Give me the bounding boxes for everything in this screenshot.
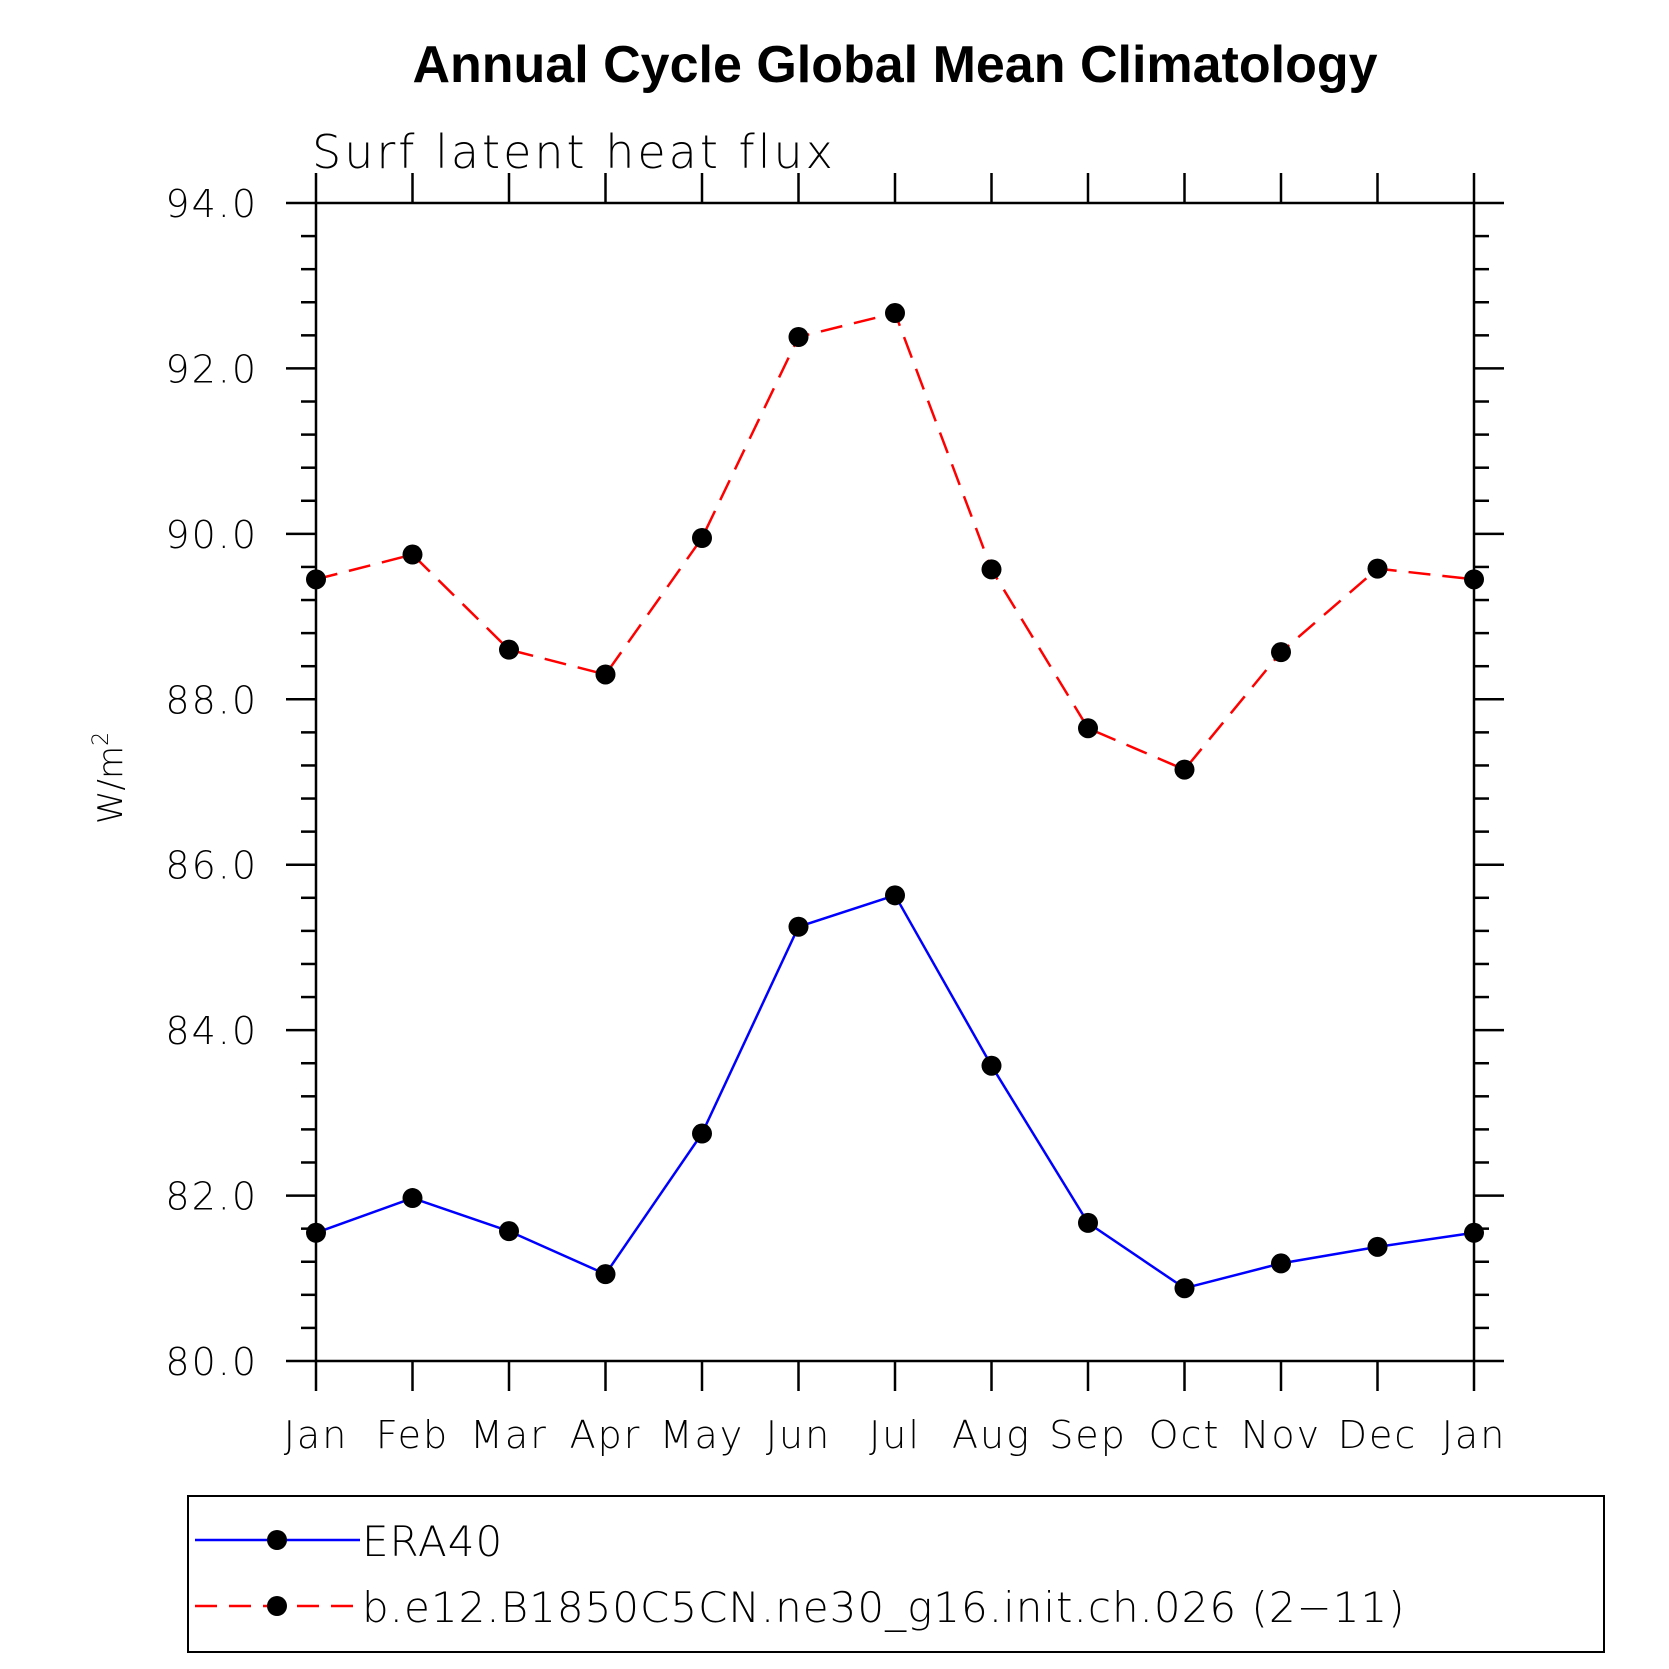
y-tick-label: 84.0 [165,1009,258,1053]
x-tick-label: Dec [1338,1413,1418,1457]
data-point [1271,642,1291,663]
data-point [402,1188,423,1209]
data-point [788,326,809,347]
x-tick-label: Aug [952,1413,1031,1457]
data-point [595,664,616,685]
axis-ticks [286,173,1504,1391]
data-point [402,544,423,565]
legend-label-model: b.e12.B1850C5CN.ne30_g16.init.ch.026 (2−… [362,1583,1406,1632]
plot-frame [314,201,1476,1363]
x-tick-label: Jan [1442,1413,1507,1457]
y-axis-label: W/m2 [89,732,131,824]
data-point [1367,1236,1388,1257]
data-point [692,527,712,548]
y-tick-label: 86.0 [165,844,258,888]
y-tick-label: 80.0 [165,1340,258,1384]
data-point [981,1055,1002,1076]
x-tick-label: Apr [570,1413,642,1457]
y-tick-label: 88.0 [165,678,258,722]
data-point [885,303,905,324]
x-tick-label: Jul [869,1413,921,1457]
y-tick-label: 90.0 [165,513,258,557]
data-point [1174,1278,1195,1299]
y-tick-labels: 80.0 82.0 84.0 86.0 88.0 90.0 92.0 94.0 [165,182,258,1384]
data-point [1078,1212,1098,1233]
x-tick-label: Feb [376,1413,449,1457]
data-point [788,916,809,937]
y-tick-label: 94.0 [165,182,258,226]
x-tick-label: Sep [1049,1413,1127,1457]
y-tick-label: 82.0 [165,1175,258,1219]
chart-title: Annual Cycle Global Mean Climatology [412,36,1377,94]
x-tick-label: Jun [766,1413,831,1457]
data-point [981,559,1002,580]
series-line-1 [315,311,1475,772]
x-tick-labels: Jan Feb Mar Apr May Jun Jul Aug Sep Oct Nov Dec Jan [284,1413,1507,1457]
series-layer [306,303,1484,1299]
y-axis-label-unit: W/m [91,746,131,824]
x-tick-label: Oct [1149,1413,1221,1457]
legend-marker-model [267,1596,287,1616]
data-point [1271,1253,1291,1274]
data-point [499,639,519,660]
legend-label-era40: ERA40 [362,1517,503,1566]
data-point [1367,558,1388,579]
data-point [595,1264,616,1285]
x-tick-label: May [660,1413,745,1457]
legend: ERA40 b.e12.B1850C5CN.ne30_g16.init.ch.0… [187,1495,1605,1653]
x-tick-label: Nov [1241,1413,1321,1457]
legend-box [187,1495,1605,1653]
x-tick-label: Jan [284,1413,349,1457]
series-line-0 [315,893,1475,1290]
data-point [885,885,905,906]
y-tick-label: 92.0 [165,347,258,391]
x-tick-label: Mar [470,1413,548,1457]
data-point [1174,759,1195,780]
data-point [1078,718,1098,739]
data-point [692,1123,712,1144]
data-point [499,1221,519,1242]
chart-subtitle: Surf latent heat flux [312,125,836,179]
y-axis-label-superscript: 2 [89,732,114,746]
legend-marker-era40 [267,1530,287,1550]
